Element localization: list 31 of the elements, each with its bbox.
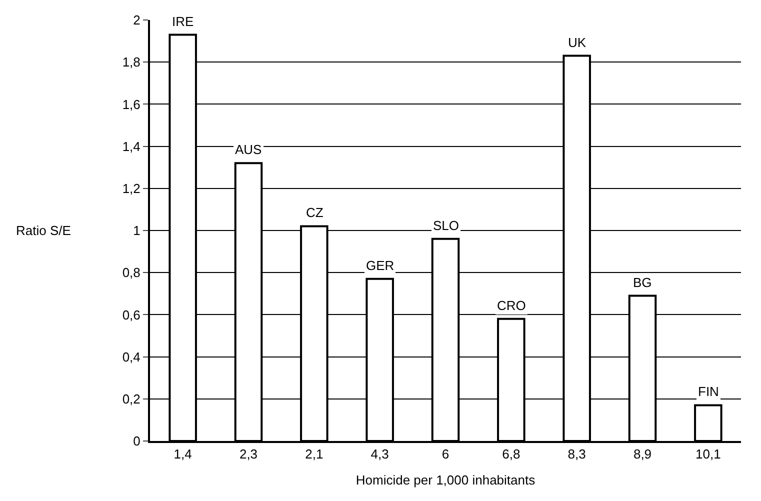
annotation: CZ — [306, 205, 324, 220]
y-tick-label: 1,8 — [122, 54, 140, 70]
x-tick-label: 8,9 — [633, 446, 652, 462]
annotation: GER — [366, 258, 394, 273]
x-tick-label: 1,4 — [174, 446, 192, 462]
y-axis-title: Ratio S/E — [16, 223, 72, 238]
y-tick-label: 1 — [133, 223, 140, 238]
y-tick-label: 1,4 — [122, 138, 140, 154]
y-tick-label: 0,8 — [122, 265, 140, 280]
annotation: SLO — [433, 218, 460, 233]
x-tick-label: 6 — [442, 446, 450, 462]
y-tick-label: 2 — [133, 12, 140, 28]
x-tick-label: 2,1 — [305, 446, 324, 462]
annotation: AUS — [235, 142, 262, 157]
y-tick-label: 0,6 — [122, 307, 140, 322]
x-tick-label: 8,3 — [568, 446, 586, 462]
annotation: CRO — [497, 298, 526, 313]
y-tick-label: 0 — [133, 434, 140, 449]
y-tick-label: 1,2 — [122, 180, 140, 196]
annotation: IRE — [172, 14, 194, 29]
annotation: BG — [633, 275, 652, 290]
x-tick-label: 10,1 — [696, 446, 721, 462]
y-tick-label: 0,2 — [122, 391, 140, 406]
y-tick-label: 0,4 — [122, 349, 140, 364]
x-tick-label: 6,8 — [502, 446, 520, 462]
y-tick-label: 1,6 — [122, 96, 140, 112]
x-axis-title: Homicide per 1,000 inhabitants — [356, 472, 536, 488]
annotation: UK — [568, 35, 586, 50]
x-tick-label: 4,3 — [370, 446, 389, 462]
annotation: FIN — [698, 384, 719, 399]
x-tick-label: 2,3 — [239, 446, 258, 462]
